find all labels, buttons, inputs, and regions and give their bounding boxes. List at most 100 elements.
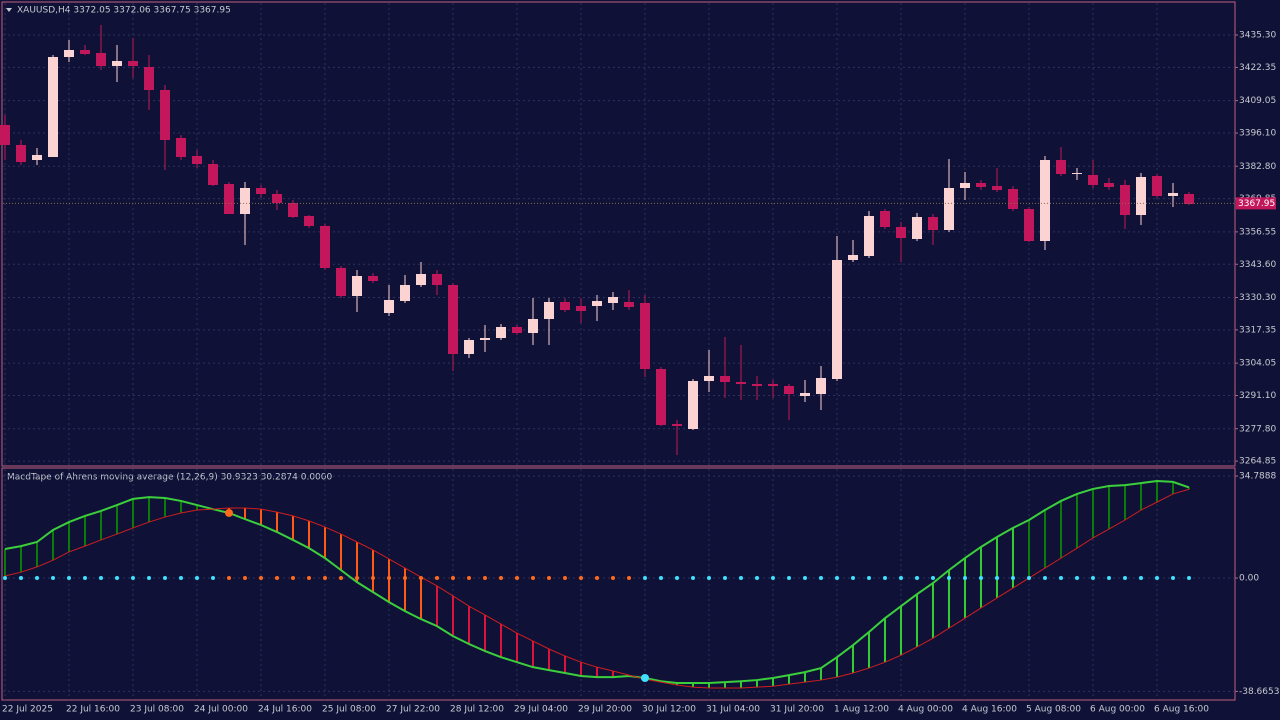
zero-dot xyxy=(1059,576,1063,581)
x-tick-label: 31 Jul 20:00 xyxy=(770,705,824,715)
candle-body xyxy=(16,145,26,162)
zero-dot xyxy=(259,576,263,581)
zero-dot xyxy=(211,576,215,581)
candle-body xyxy=(32,155,42,160)
candle-body xyxy=(672,424,682,426)
cross-marker xyxy=(225,508,233,517)
candle-body xyxy=(128,61,138,66)
candle-body xyxy=(448,285,458,354)
zero-dot xyxy=(371,576,375,581)
zero-dot xyxy=(1155,576,1159,581)
zero-dot xyxy=(579,576,583,581)
zero-dot xyxy=(979,576,983,581)
zero-dot xyxy=(611,576,615,581)
zero-dot xyxy=(771,576,775,581)
candle-body xyxy=(112,61,122,66)
zero-dot xyxy=(963,576,967,581)
candle-body xyxy=(656,369,666,425)
candle-body xyxy=(816,378,826,394)
candle-body xyxy=(1104,183,1114,187)
candle-body xyxy=(992,186,1002,190)
zero-dot xyxy=(819,576,823,581)
x-tick-label: 24 Jul 00:00 xyxy=(194,705,248,715)
candle-body xyxy=(1008,189,1018,209)
zero-dot xyxy=(659,576,663,581)
zero-dot xyxy=(595,576,599,581)
candle-body xyxy=(528,319,538,333)
candle-body xyxy=(432,274,442,285)
x-tick-label: 30 Jul 12:00 xyxy=(642,705,696,715)
candle-body xyxy=(336,268,346,296)
candle-body xyxy=(800,393,810,396)
x-tick-label: 1 Aug 12:00 xyxy=(834,705,889,715)
zero-dot xyxy=(1027,576,1031,581)
x-tick-label: 6 Aug 00:00 xyxy=(1090,705,1145,715)
zero-dot xyxy=(531,576,535,581)
candle-body xyxy=(304,216,314,226)
zero-dot xyxy=(675,576,679,581)
zero-dot xyxy=(467,576,471,581)
candle-body xyxy=(1088,175,1098,185)
zero-dot xyxy=(35,576,39,581)
zero-dot xyxy=(1187,576,1191,581)
y-tick-label: 3330.30 xyxy=(1239,293,1276,303)
candle-body xyxy=(256,188,266,194)
zero-dot xyxy=(787,576,791,581)
candle-body xyxy=(880,211,890,227)
zero-dot xyxy=(867,576,871,581)
zero-dot xyxy=(947,576,951,581)
zero-dot xyxy=(755,576,759,581)
candle-body xyxy=(224,184,234,214)
zero-dot xyxy=(435,576,439,581)
zero-dot xyxy=(803,576,807,581)
candle-body xyxy=(352,276,362,296)
candle-body xyxy=(752,384,762,386)
y-tick-label: 3291.10 xyxy=(1239,391,1276,401)
y-tick-label: 34.7888 xyxy=(1239,472,1276,482)
candle-body xyxy=(640,303,650,369)
zero-dot xyxy=(3,576,7,581)
x-tick-label: 4 Aug 16:00 xyxy=(962,705,1017,715)
candle-body xyxy=(544,302,554,319)
candle-body xyxy=(80,50,90,54)
zero-dot xyxy=(627,576,631,581)
candle-body xyxy=(48,57,58,157)
price-tag-label: 3367.95 xyxy=(1238,199,1275,209)
zero-dot xyxy=(995,576,999,581)
zero-dot xyxy=(83,576,87,581)
zero-dot xyxy=(1091,576,1095,581)
x-tick-label: 25 Jul 08:00 xyxy=(322,705,376,715)
candle-body xyxy=(192,156,202,164)
zero-dot xyxy=(451,576,455,581)
candle-body xyxy=(928,217,938,230)
candle-body xyxy=(768,384,778,386)
zero-dot xyxy=(355,576,359,581)
zero-dot xyxy=(1171,576,1175,581)
candle-body xyxy=(1152,176,1162,196)
y-tick-label: 0.00 xyxy=(1239,574,1259,584)
candle-body xyxy=(416,274,426,285)
candle-body xyxy=(480,338,490,340)
y-tick-label: 3422.35 xyxy=(1239,63,1276,73)
x-tick-label: 4 Aug 00:00 xyxy=(898,705,953,715)
signal-line xyxy=(4,488,1190,689)
candle-body xyxy=(784,386,794,394)
candle-body xyxy=(896,227,906,238)
zero-dot xyxy=(1139,576,1143,581)
candle-body xyxy=(960,183,970,188)
zero-dot xyxy=(307,576,311,581)
zero-dot xyxy=(835,576,839,581)
y-tick-label: 3304.05 xyxy=(1239,359,1276,369)
candle-body xyxy=(688,381,698,429)
zero-dot xyxy=(1107,576,1111,581)
candle-body xyxy=(736,382,746,384)
collapse-icon[interactable] xyxy=(6,8,12,12)
zero-dot xyxy=(179,576,183,581)
zero-dot xyxy=(707,576,711,581)
zero-dot xyxy=(403,576,407,581)
indicator-header: MacdTape of Ahrens moving average (12,26… xyxy=(7,473,333,483)
macd-line xyxy=(4,480,1190,684)
candle-body xyxy=(1168,193,1178,196)
candle-body xyxy=(96,53,106,66)
